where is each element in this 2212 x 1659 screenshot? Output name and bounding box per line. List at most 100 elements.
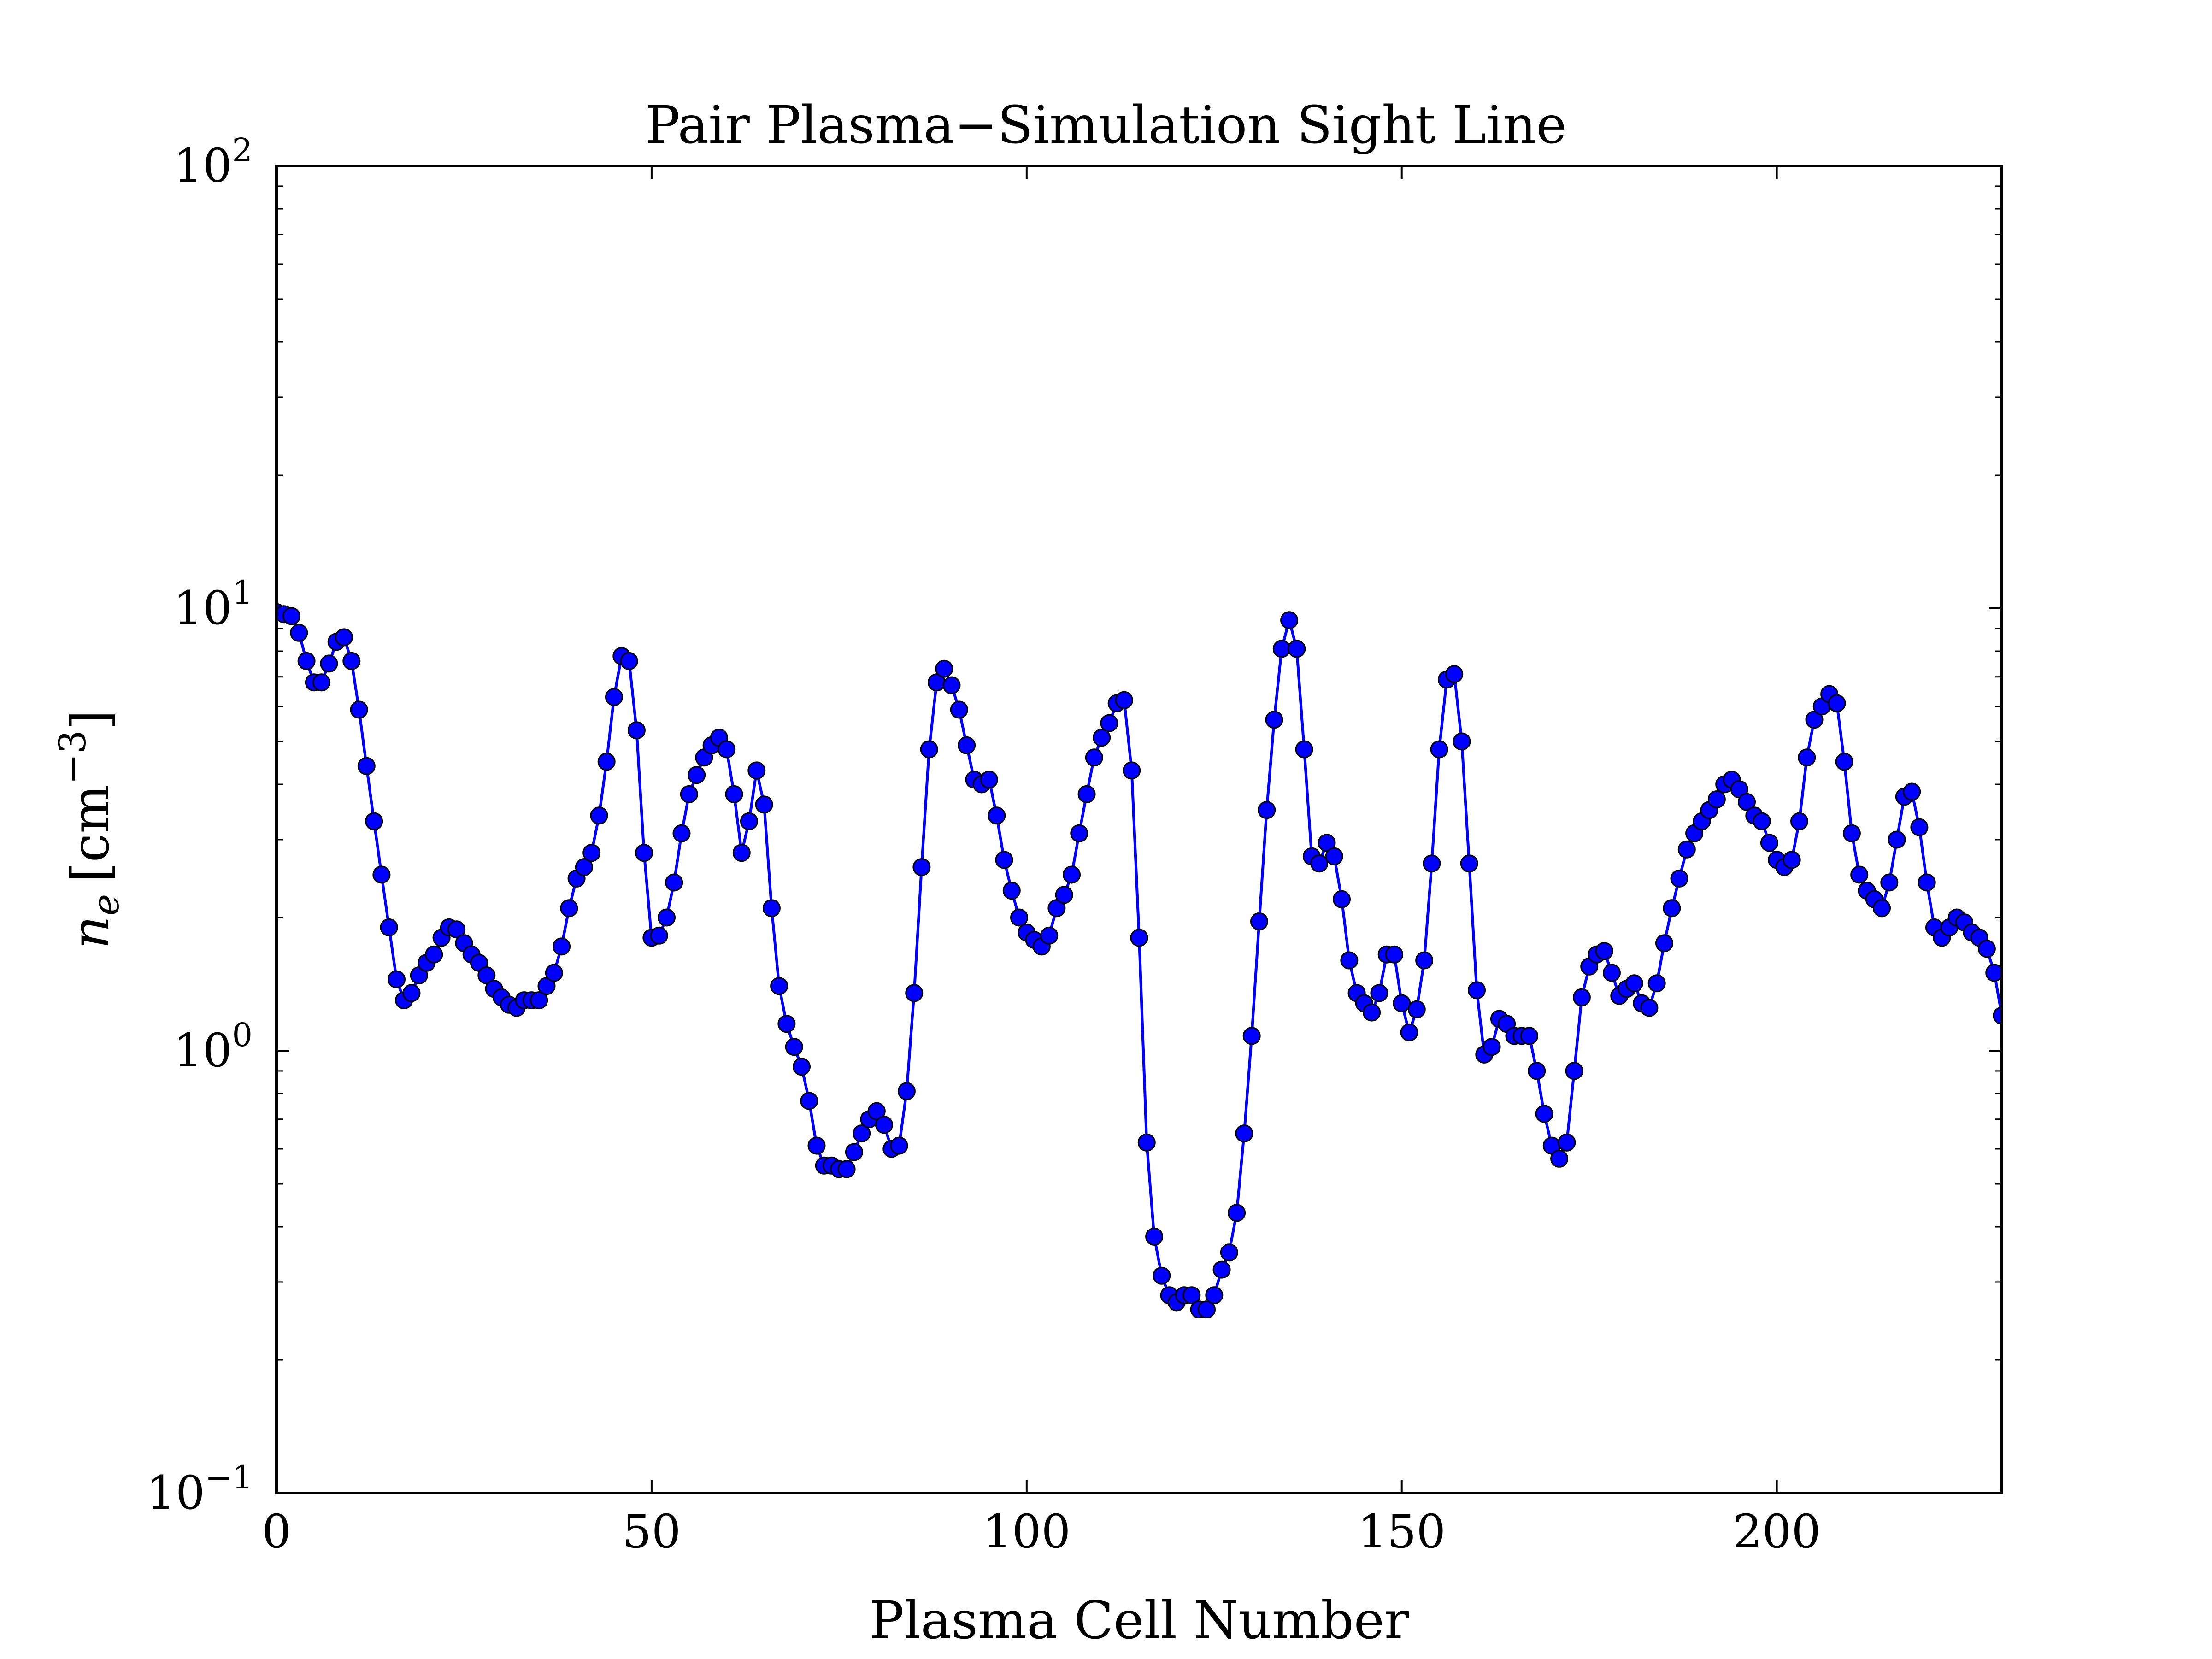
data-point — [912, 858, 931, 877]
data-point — [853, 1124, 871, 1143]
data-point — [920, 740, 938, 759]
y-tick-label-base: 10 — [173, 139, 232, 193]
data-point — [680, 785, 698, 803]
y-tick-label: 100 — [173, 1016, 253, 1077]
data-point — [1070, 824, 1088, 842]
data-point — [1205, 1286, 1224, 1305]
y-tick-label-exponent: −1 — [205, 1459, 253, 1496]
data-point — [1790, 812, 1808, 830]
y-tick-label-base: 10 — [173, 1024, 232, 1077]
y-tick-label-base: 10 — [173, 581, 232, 635]
data-point — [837, 1160, 856, 1178]
data-point — [1655, 934, 1673, 953]
data-point — [560, 899, 578, 918]
data-point — [575, 858, 593, 877]
y-tick-label: 102 — [173, 131, 253, 193]
y-label-unit-close: ] — [61, 710, 121, 730]
data-point — [1385, 945, 1403, 964]
y-label-unit-open: [cm — [61, 784, 121, 882]
x-axis-label: Plasma Cell Number — [869, 1591, 1409, 1651]
data-point — [1603, 964, 1621, 982]
data-point — [1340, 951, 1359, 970]
data-point — [1558, 1133, 1576, 1152]
data-point — [1137, 1133, 1156, 1152]
data-point — [1393, 994, 1411, 1012]
y-tick-label-base: 10 — [147, 1466, 205, 1520]
data-point — [755, 795, 773, 814]
data-point — [1783, 851, 1801, 869]
data-point — [1002, 882, 1021, 900]
data-point — [290, 624, 308, 642]
data-point — [1842, 824, 1861, 842]
data-point — [425, 945, 443, 964]
data-point — [357, 757, 376, 775]
data-point — [1235, 1124, 1253, 1143]
data-point — [658, 908, 676, 927]
data-point — [350, 700, 368, 719]
data-point — [1093, 729, 1111, 747]
data-point — [1903, 782, 1921, 801]
data-point — [530, 991, 548, 1010]
y-tick-label-exponent: 1 — [232, 574, 253, 612]
y-label-symbol: n — [61, 916, 121, 949]
data-point — [1760, 834, 1778, 852]
data-point — [1423, 854, 1441, 873]
data-point — [320, 654, 338, 673]
data-point — [1100, 714, 1118, 732]
chart-title: Pair Plasma−Simulation Sight Line — [645, 95, 1566, 155]
data-point — [1670, 869, 1688, 888]
data-point — [1325, 847, 1343, 865]
data-point — [335, 628, 353, 647]
data-point — [1115, 691, 1133, 709]
y-axis-label-text: ne [cm−3] — [51, 710, 127, 949]
data-point — [1400, 1023, 1418, 1041]
data-point — [867, 1102, 886, 1120]
data-point — [1985, 964, 2002, 982]
data-point — [1798, 748, 1816, 767]
data-point — [590, 806, 608, 825]
data-point — [672, 824, 691, 842]
data-point — [1677, 840, 1696, 859]
data-point — [388, 970, 406, 988]
data-point — [777, 1015, 796, 1033]
data-point — [905, 984, 924, 1002]
data-point — [553, 937, 571, 956]
data-point — [380, 918, 398, 936]
data-point — [297, 652, 316, 670]
data-point — [1295, 740, 1313, 759]
x-tick-label: 50 — [622, 1505, 681, 1559]
data-point — [402, 984, 421, 1002]
data-point — [1318, 834, 1336, 852]
data-point — [1453, 732, 1471, 751]
data-point — [1182, 1286, 1201, 1305]
data-point — [447, 920, 466, 939]
data-point — [770, 977, 788, 995]
data-point — [1242, 1027, 1261, 1045]
data-point — [1370, 984, 1388, 1002]
y-axis-label: ne [cm−3] — [51, 710, 127, 949]
data-point — [1828, 694, 1846, 712]
plot-frame — [275, 165, 2003, 1494]
data-point — [740, 812, 758, 830]
data-point — [620, 652, 638, 670]
x-axis-ticks: 0 50 100 150 200 — [262, 166, 1821, 1559]
data-point — [1415, 951, 1434, 970]
data-point — [1310, 854, 1329, 873]
data-point — [545, 964, 563, 982]
data-point — [477, 966, 496, 984]
data-point — [725, 785, 743, 803]
data-point — [942, 676, 961, 694]
data-point — [1595, 942, 1613, 960]
data-point — [1407, 1000, 1426, 1018]
data-point — [1055, 886, 1073, 904]
data-point — [718, 740, 736, 759]
data-point — [807, 1136, 826, 1155]
y-label-unit-exponent: −3 — [51, 730, 94, 784]
data-point — [605, 688, 623, 706]
data-point — [1993, 1006, 2002, 1025]
data-series — [276, 603, 2002, 1319]
data-point — [1063, 865, 1081, 884]
